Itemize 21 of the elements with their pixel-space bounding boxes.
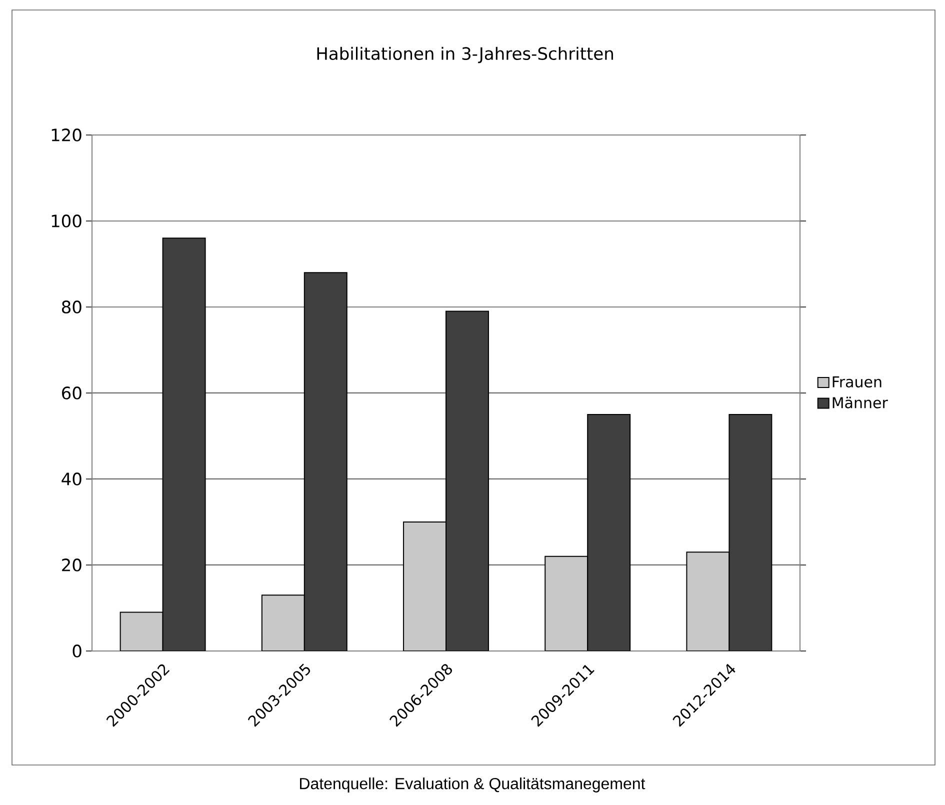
bar	[403, 521, 446, 651]
y-tick-label: 100	[52, 214, 82, 228]
y-tick-label: 60	[62, 386, 82, 400]
bar	[261, 594, 305, 651]
legend-label: Männer	[832, 396, 888, 408]
bar	[304, 272, 348, 651]
text: Datenquelle: Evaluation & Qualitätsmanegement	[300, 778, 646, 792]
y-tick-label: 80	[62, 300, 82, 314]
bar	[587, 414, 631, 651]
bar	[120, 612, 164, 651]
chart-title: Habilitationen in 3-Jahres-Schritten	[317, 46, 613, 64]
y-tick-label: 40	[62, 472, 82, 486]
y-tick-label: 20	[62, 558, 82, 572]
y-tick-label: 120	[52, 128, 82, 142]
bar	[544, 556, 588, 651]
bar	[446, 310, 489, 651]
legend-label: Frauen	[832, 376, 882, 388]
bar	[686, 552, 730, 651]
bar	[162, 238, 206, 651]
y-tick-label: 0	[72, 644, 82, 658]
bar	[728, 414, 772, 651]
